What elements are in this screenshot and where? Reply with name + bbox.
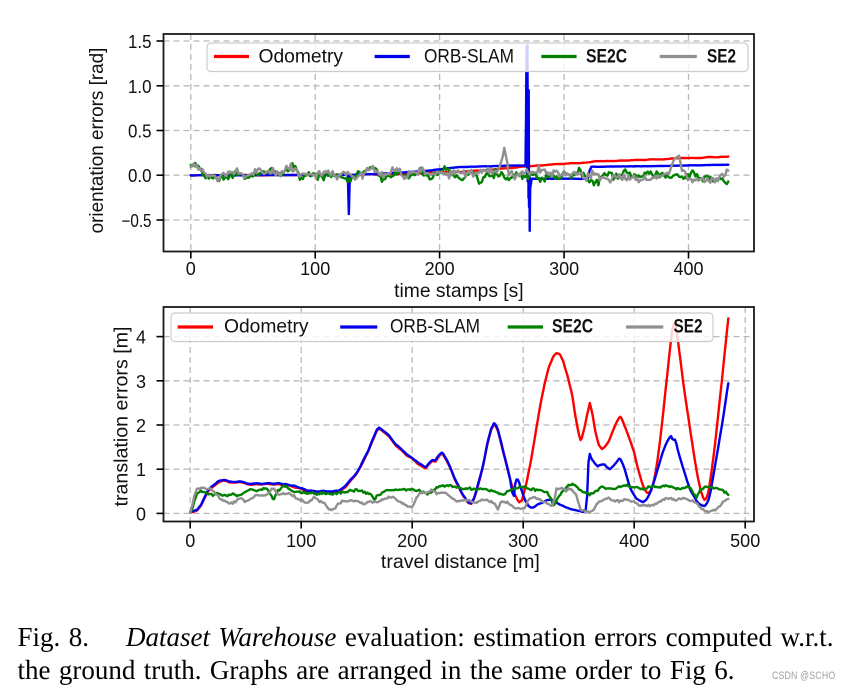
svg-text:time stamps [s]: time stamps [s] (394, 281, 524, 302)
svg-text:200: 200 (425, 259, 455, 279)
svg-text:SE2: SE2 (674, 317, 703, 338)
svg-text:200: 200 (397, 531, 427, 551)
svg-text:−0.5: −0.5 (122, 211, 152, 231)
svg-text:0.0: 0.0 (128, 166, 152, 186)
svg-text:300: 300 (549, 259, 579, 279)
svg-text:SE2C: SE2C (552, 317, 593, 338)
svg-text:400: 400 (619, 531, 649, 551)
svg-text:ORB-SLAM: ORB-SLAM (424, 47, 514, 68)
svg-text:1.0: 1.0 (128, 77, 152, 97)
svg-text:Odometry: Odometry (259, 47, 344, 68)
svg-text:0.5: 0.5 (128, 122, 152, 142)
svg-text:0: 0 (186, 259, 196, 279)
svg-text:0: 0 (185, 531, 195, 551)
svg-text:3: 3 (136, 372, 146, 392)
svg-text:orientation errors [rad]: orientation errors [rad] (87, 48, 108, 234)
svg-text:ORB-SLAM: ORB-SLAM (390, 317, 480, 338)
svg-text:SE2C: SE2C (586, 47, 627, 68)
svg-text:1: 1 (136, 460, 146, 480)
svg-text:500: 500 (730, 531, 760, 551)
svg-text:0: 0 (136, 504, 146, 524)
svg-text:SE2: SE2 (707, 47, 736, 68)
svg-text:translation errors [m]: translation errors [m] (112, 327, 133, 507)
svg-text:400: 400 (673, 259, 703, 279)
svg-text:100: 100 (300, 259, 330, 279)
svg-text:Odometry: Odometry (224, 317, 309, 338)
svg-text:1.5: 1.5 (128, 32, 152, 52)
svg-text:2: 2 (136, 416, 146, 436)
svg-text:travel distance [m]: travel distance [m] (381, 552, 540, 573)
svg-text:300: 300 (508, 531, 538, 551)
svg-text:100: 100 (286, 531, 316, 551)
svg-text:4: 4 (136, 328, 146, 348)
